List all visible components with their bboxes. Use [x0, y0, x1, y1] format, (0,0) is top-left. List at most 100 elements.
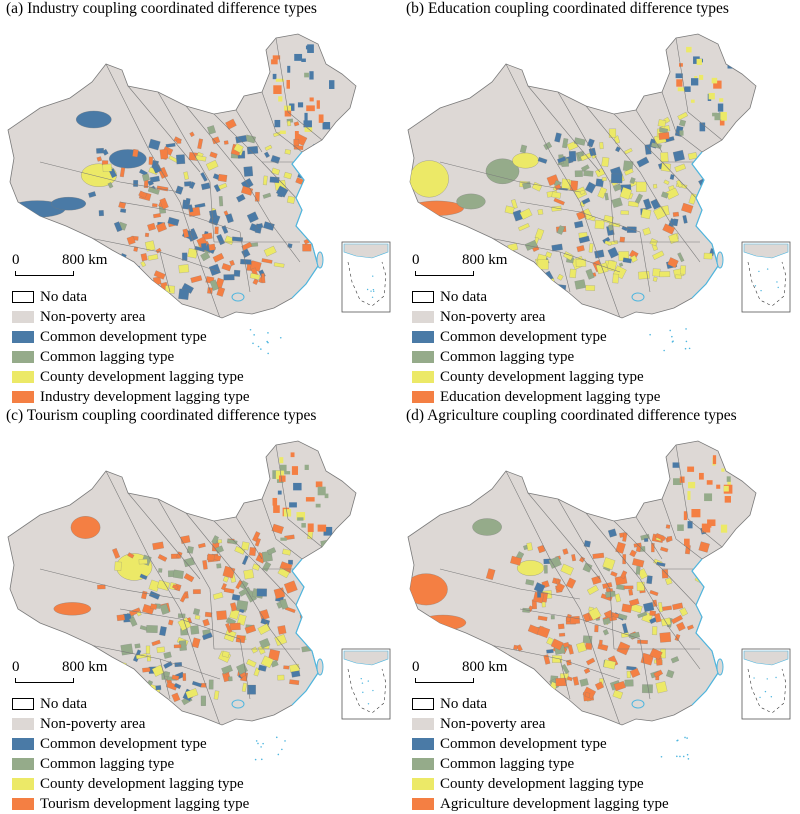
county-patch [582, 562, 593, 573]
county-patch [263, 245, 277, 257]
county-patch [176, 154, 186, 165]
county-patch [252, 278, 259, 285]
county-patch [607, 224, 614, 231]
county-patch [658, 602, 663, 613]
county-patch [236, 193, 246, 203]
islet [252, 342, 254, 345]
county-patch [287, 195, 296, 204]
islet [267, 332, 269, 334]
county-patch [716, 484, 721, 489]
county-patch [621, 632, 629, 638]
county-patch [612, 273, 619, 284]
scale-line [15, 678, 74, 683]
county-region [409, 160, 449, 198]
county-patch [510, 555, 522, 566]
province-border [579, 201, 621, 318]
county-patch [283, 665, 290, 670]
county-patch [202, 560, 208, 570]
county-patch [329, 80, 335, 89]
county-patch [229, 622, 241, 631]
legend-item-county-lagging: County development lagging type [12, 367, 250, 387]
hainan-island [631, 699, 645, 709]
county-patch [636, 544, 642, 553]
county-patch [152, 203, 158, 208]
county-patch [241, 682, 247, 692]
county-patch [221, 664, 233, 675]
county-patch [659, 271, 671, 278]
county-patch [290, 452, 295, 458]
county-patch [287, 65, 291, 73]
county-patch [557, 156, 567, 164]
county-patch [679, 63, 683, 67]
county-patch [679, 607, 688, 617]
legend: No data Non-poverty area Common developm… [12, 694, 249, 814]
county-patch [537, 545, 546, 554]
county-patch [574, 279, 586, 290]
county-patch [636, 156, 650, 168]
county-patch [657, 119, 667, 128]
county-patch [712, 610, 721, 618]
scale-zero: 0 [412, 252, 420, 268]
county-patch [200, 172, 208, 182]
county-patch [684, 86, 691, 92]
legend-item-non-poverty: Non-poverty area [412, 307, 660, 327]
county-patch [297, 102, 304, 108]
panel-title: (c) Tourism coupling coordinated differe… [6, 407, 317, 424]
province-border [557, 498, 615, 650]
county-patch [602, 557, 616, 570]
county-patch [216, 286, 226, 297]
county-patch [525, 579, 535, 586]
county-patch [284, 108, 292, 117]
county-patch [612, 183, 622, 192]
county-patch [719, 119, 725, 126]
county-patch [262, 192, 272, 199]
county-patch [293, 121, 300, 127]
county-patch [151, 639, 161, 647]
county-region [109, 149, 147, 169]
county-patch [302, 244, 312, 252]
county-patch [147, 186, 160, 195]
county-patch [710, 204, 718, 211]
county-patch [274, 119, 281, 128]
county-patch [543, 684, 551, 695]
county-patch [270, 155, 281, 164]
province-border [661, 91, 703, 153]
hainan-island [631, 292, 645, 302]
county-patch [272, 497, 278, 506]
county-patch [671, 614, 683, 625]
county-patch [690, 99, 695, 103]
county-patch [719, 98, 724, 102]
islet [688, 347, 691, 350]
county-patch [176, 551, 183, 559]
county-patch [194, 615, 201, 620]
county-patch [209, 279, 219, 291]
county-patch [189, 131, 195, 137]
county-patch [629, 668, 641, 678]
county-patch [305, 160, 316, 170]
county-patch [229, 259, 235, 267]
county-patch [572, 676, 580, 686]
county-patch [728, 131, 736, 135]
province-border [179, 608, 221, 725]
county-patch [581, 197, 591, 205]
county-patch [135, 653, 148, 660]
county-patch [583, 667, 591, 674]
county-patch [275, 470, 284, 480]
islet [266, 340, 268, 343]
county-patch [208, 243, 216, 251]
county-patch [553, 197, 565, 206]
county-patch [687, 521, 693, 529]
county-patch [632, 558, 645, 568]
legend-item-common-development: Common development type [12, 327, 250, 347]
province-border [157, 91, 215, 243]
county-patch [682, 215, 688, 224]
swatch-sector-lagging [412, 391, 434, 403]
county-patch [228, 676, 233, 682]
county-patch [642, 227, 651, 236]
county-patch [294, 53, 303, 61]
county-patch [191, 637, 201, 649]
county-patch [217, 174, 228, 182]
county-patch [567, 644, 574, 655]
county-patch [725, 458, 731, 463]
province-border [261, 498, 303, 560]
